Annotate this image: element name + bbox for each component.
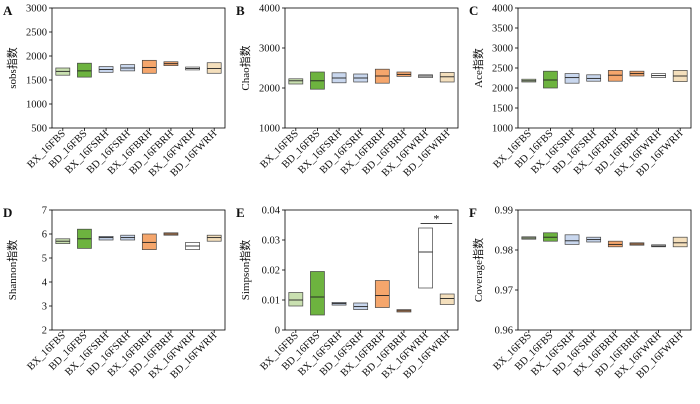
y-tick-label: 2500 bbox=[492, 64, 513, 75]
y-tick-label: 3000 bbox=[26, 4, 47, 15]
y-tick-label: 2000 bbox=[26, 52, 47, 63]
panel-label: A bbox=[3, 3, 13, 18]
y-tick-label: 0.98 bbox=[495, 246, 513, 257]
panel-label: B bbox=[236, 3, 245, 18]
y-tick-label: 1000 bbox=[492, 124, 513, 135]
box-BD_16FWRH bbox=[206, 62, 222, 74]
panel-f: F0.960.970.980.99Coverage指数BX_16FBSBD_16… bbox=[469, 205, 692, 381]
box-BD_16FWRH bbox=[439, 293, 455, 305]
y-axis-label: Chao指数 bbox=[238, 45, 252, 90]
panel-label: D bbox=[3, 205, 12, 220]
box-BD_16FBS bbox=[310, 271, 325, 316]
y-tick-label: 3000 bbox=[259, 44, 280, 55]
box-BX_16FBS bbox=[288, 292, 304, 307]
y-tick-label: 1500 bbox=[26, 76, 47, 87]
y-axis-label: Ace指数 bbox=[471, 48, 485, 88]
y-tick-label: 0 bbox=[275, 326, 280, 337]
y-axis-label: Coverage指数 bbox=[471, 238, 485, 302]
y-tick-label: 4000 bbox=[492, 4, 513, 15]
axes-frame bbox=[51, 209, 226, 331]
axes-frame bbox=[517, 209, 692, 331]
y-tick-label: 0.02 bbox=[262, 266, 280, 277]
axes-frame bbox=[284, 7, 459, 129]
y-tick-label: 7 bbox=[42, 206, 47, 217]
y-tick-label: 1000 bbox=[259, 124, 280, 135]
panel-c: C1000150020002500300035004000Ace指数BX_16F… bbox=[469, 3, 692, 179]
panel-e: E00.010.020.030.04Simpson指数BX_16FBSBD_16… bbox=[236, 205, 459, 381]
y-tick-label: 0.96 bbox=[495, 326, 513, 337]
y-tick-label: 3 bbox=[42, 302, 47, 313]
y-tick-label: 2000 bbox=[492, 84, 513, 95]
box-BD_16FBS bbox=[77, 62, 92, 78]
panel-label: F bbox=[469, 205, 477, 220]
y-axis-label: Shannon指数 bbox=[5, 240, 19, 301]
axes-frame bbox=[51, 7, 226, 129]
y-tick-label: 1500 bbox=[492, 104, 513, 115]
y-tick-label: 3500 bbox=[492, 24, 513, 35]
box-BX_16FBRH bbox=[141, 59, 157, 74]
box-BD_16FWRH bbox=[206, 234, 222, 242]
y-tick-label: 0.04 bbox=[262, 206, 281, 217]
y-tick-label: 6 bbox=[42, 230, 47, 241]
box-BD_16FWRH bbox=[672, 236, 688, 248]
panel-label: E bbox=[236, 205, 245, 220]
panel-d: D234567Shannon指数BX_16FBSBD_16FBSBX_16FSR… bbox=[3, 205, 226, 381]
panel-b: B1000200030004000Chao指数BX_16FBSBD_16FBSB… bbox=[236, 3, 459, 179]
panel-a: A50010001500200025003000sobs指数BX_16FBSBD… bbox=[3, 3, 226, 179]
y-tick-label: 0.01 bbox=[262, 296, 280, 307]
panel-label: C bbox=[469, 3, 478, 18]
y-tick-label: 4 bbox=[42, 278, 48, 289]
y-tick-label: 2500 bbox=[26, 28, 47, 39]
y-tick-label: 4000 bbox=[259, 4, 280, 15]
y-tick-label: 0.97 bbox=[495, 286, 513, 297]
box-BX_16FBRH bbox=[141, 233, 157, 250]
box-BX_16FWRH bbox=[418, 227, 433, 289]
box-BX_16FSRH bbox=[564, 234, 580, 245]
significance-star: * bbox=[433, 212, 439, 226]
box-BX_16FSRH bbox=[98, 236, 114, 241]
y-tick-label: 0.03 bbox=[262, 236, 280, 247]
axes-frame bbox=[517, 7, 692, 129]
y-tick-label: 5 bbox=[42, 254, 47, 265]
box-BX_16FBRH bbox=[374, 280, 390, 308]
y-tick-label: 3000 bbox=[492, 44, 513, 55]
box-BX_16FBS bbox=[288, 78, 304, 85]
y-axis-label: Simpson指数 bbox=[238, 240, 252, 301]
box-BX_16FBRH bbox=[607, 70, 623, 82]
y-tick-label: 1000 bbox=[26, 100, 47, 111]
y-tick-label: 2 bbox=[42, 326, 47, 337]
y-axis-label: sobs指数 bbox=[5, 47, 19, 89]
box-BX_16FSRH bbox=[564, 73, 580, 84]
y-tick-label: 500 bbox=[31, 124, 47, 135]
y-tick-label: 2000 bbox=[259, 84, 280, 95]
y-tick-label: 0.99 bbox=[495, 206, 513, 217]
